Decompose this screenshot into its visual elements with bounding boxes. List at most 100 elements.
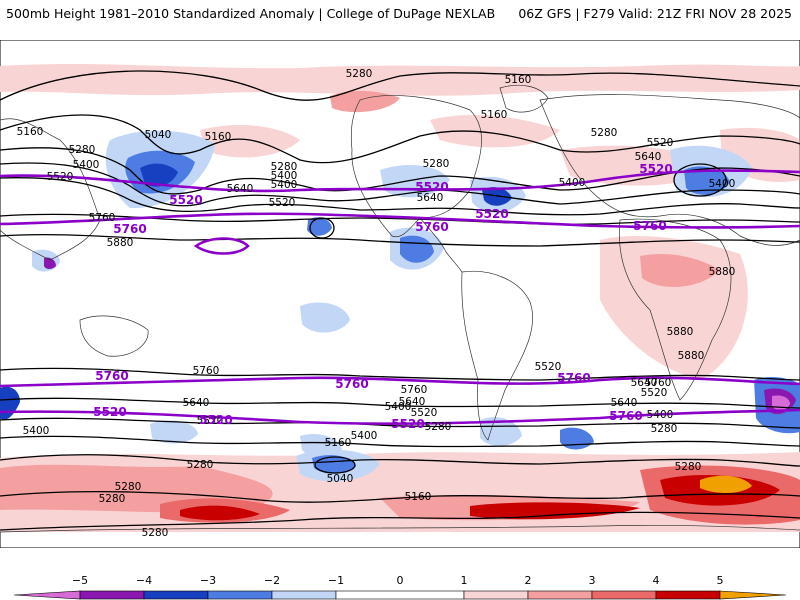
contour-label: 5760 (645, 377, 672, 389)
contour-label: 5400 (271, 179, 298, 191)
contour-label: 5520 (197, 415, 224, 427)
coast-antarctica (0, 525, 800, 533)
contour-label: 5280 (142, 527, 169, 539)
contour-label: 5520 (535, 361, 562, 373)
colorbar-tick-label: −4 (136, 574, 152, 587)
contour-label-highlight: 5520 (475, 207, 508, 221)
contour-label-highlight: 5760 (609, 409, 642, 423)
coast-africa (618, 218, 732, 401)
model-run-info: 06Z GFS | F279 Valid: 21Z FRI NOV 28 202… (518, 6, 792, 21)
anomaly-neg-pac-south (300, 302, 350, 333)
contour-label: 5400 (271, 170, 298, 182)
contour-labels-purple: 5520 5760 5760 5520 5520 5760 5520 5760 … (93, 162, 672, 431)
contour-label-highlight: 5760 (633, 219, 666, 233)
contour-label: 5400 (709, 178, 736, 190)
contour-label: 5760 (89, 212, 116, 224)
contour-label: 5160 (17, 126, 44, 138)
contour-label-highlight: 5760 (113, 222, 146, 236)
contour-label: 5760 (401, 384, 428, 396)
contour-label: 5640 (183, 397, 210, 409)
contour-label: 5400 (23, 425, 50, 437)
contour-label: 5640 (227, 183, 254, 195)
contour-label-highlight: 5520 (93, 405, 126, 419)
swatch-neg5 (13, 590, 81, 600)
contour-label: 5640 (631, 377, 658, 389)
colorbar-tick-label: 4 (653, 574, 660, 587)
contour-label: 5160 (325, 437, 352, 449)
colorbar-tick-label: −2 (264, 574, 280, 587)
contour-label: 5160 (505, 74, 532, 86)
contour-label: 5640 (611, 397, 638, 409)
swatch-pos5 (719, 590, 787, 600)
anomaly-neg-asia-2 (44, 257, 56, 269)
colorbar-tick-label: −5 (72, 574, 88, 587)
anomaly-pos-south-6 (470, 502, 640, 520)
anomaly-color-scale: −5 −4 −3 −2 −1 0 1 2 3 4 5 (13, 574, 787, 600)
colorbar-tick-label: 0 (397, 574, 404, 587)
contour-labels-black: 5280 5160 5160 5040 5160 5280 5400 5520 … (17, 68, 736, 539)
swatch-pos1 (463, 590, 529, 600)
contour-label: 5040 (145, 129, 172, 141)
coast-greenland (499, 84, 549, 113)
colorbar-ticks: −5 −4 −3 −2 −1 0 1 2 3 4 5 (72, 574, 724, 587)
anomaly-neg-pacific-3 (140, 163, 178, 187)
anomaly-pos-north-band (0, 64, 800, 96)
anomaly-pos-south-9 (700, 475, 752, 493)
anomaly-neg-s-pac-3 (150, 420, 198, 444)
coast-south-america (461, 270, 534, 441)
contour-label: 5280 (423, 158, 450, 170)
contour-label: 5280 (271, 161, 298, 173)
contour-label: 5640 (417, 192, 444, 204)
contour-label-highlight: 5520 (415, 180, 448, 194)
contour-label: 5400 (647, 409, 674, 421)
contour-label: 5640 (635, 151, 662, 163)
contour-label-highlight: 5760 (95, 369, 128, 383)
contour-label: 5880 (667, 326, 694, 338)
contour-label: 5280 (675, 461, 702, 473)
colorbar-tick-label: −3 (200, 574, 216, 587)
swatch-neg2 (207, 590, 273, 600)
colorbar-tick-label: 1 (461, 574, 468, 587)
contour-label: 5760 (193, 365, 220, 377)
swatch-pos2 (527, 590, 593, 600)
swatch-pos4 (655, 590, 721, 600)
colorbar-tick-label: 3 (589, 574, 596, 587)
map-title: 500mb Height 1981–2010 Standardized Anom… (6, 6, 496, 21)
contour-label: 5400 (385, 401, 412, 413)
contour-label: 5280 (346, 68, 373, 80)
contour-label: 5280 (591, 127, 618, 139)
contour-label: 5280 (99, 493, 126, 505)
contour-label-highlight: 5520 (199, 413, 232, 427)
swatch-neg3 (143, 590, 209, 600)
contour-label-highlight: 5520 (639, 162, 672, 176)
contour-label: 5520 (641, 387, 668, 399)
contour-label: 5280 (425, 421, 452, 433)
contour-label: 5280 (115, 481, 142, 493)
swatch-pos3 (591, 590, 657, 600)
contour-label: 5640 (399, 396, 426, 408)
height-contours (0, 70, 800, 531)
contour-label: 5160 (405, 491, 432, 503)
coast-central-america (419, 217, 463, 273)
anomaly-pos-africa-2 (640, 253, 720, 288)
anomaly-neg-europe-2 (684, 166, 730, 195)
anomaly-pos-north-3 (200, 125, 300, 158)
contour-label: 5880 (709, 266, 736, 278)
contour-label: 5520 (269, 197, 296, 209)
contour-label: 5040 (327, 473, 354, 485)
contour-label: 5520 (647, 137, 674, 149)
contour-label: 5880 (678, 350, 705, 362)
contour-label-highlight: 5520 (391, 417, 424, 431)
contour-label: 5400 (351, 430, 378, 442)
colorbar-tick-label: 5 (717, 574, 724, 587)
anomaly-neg-s-pac-2 (312, 455, 356, 474)
anomaly-map: 5280 5160 5160 5040 5160 5280 5400 5520 … (0, 40, 800, 548)
anomaly-neg-s-amer (480, 417, 522, 446)
contour-label: 5160 (205, 131, 232, 143)
contour-label: 5280 (651, 423, 678, 435)
colorbar-tick-label: 2 (525, 574, 532, 587)
highlight-contours (0, 169, 800, 425)
contour-label: 5280 (187, 459, 214, 471)
contour-label: 5520 (47, 171, 74, 183)
swatch-zero (335, 590, 465, 600)
